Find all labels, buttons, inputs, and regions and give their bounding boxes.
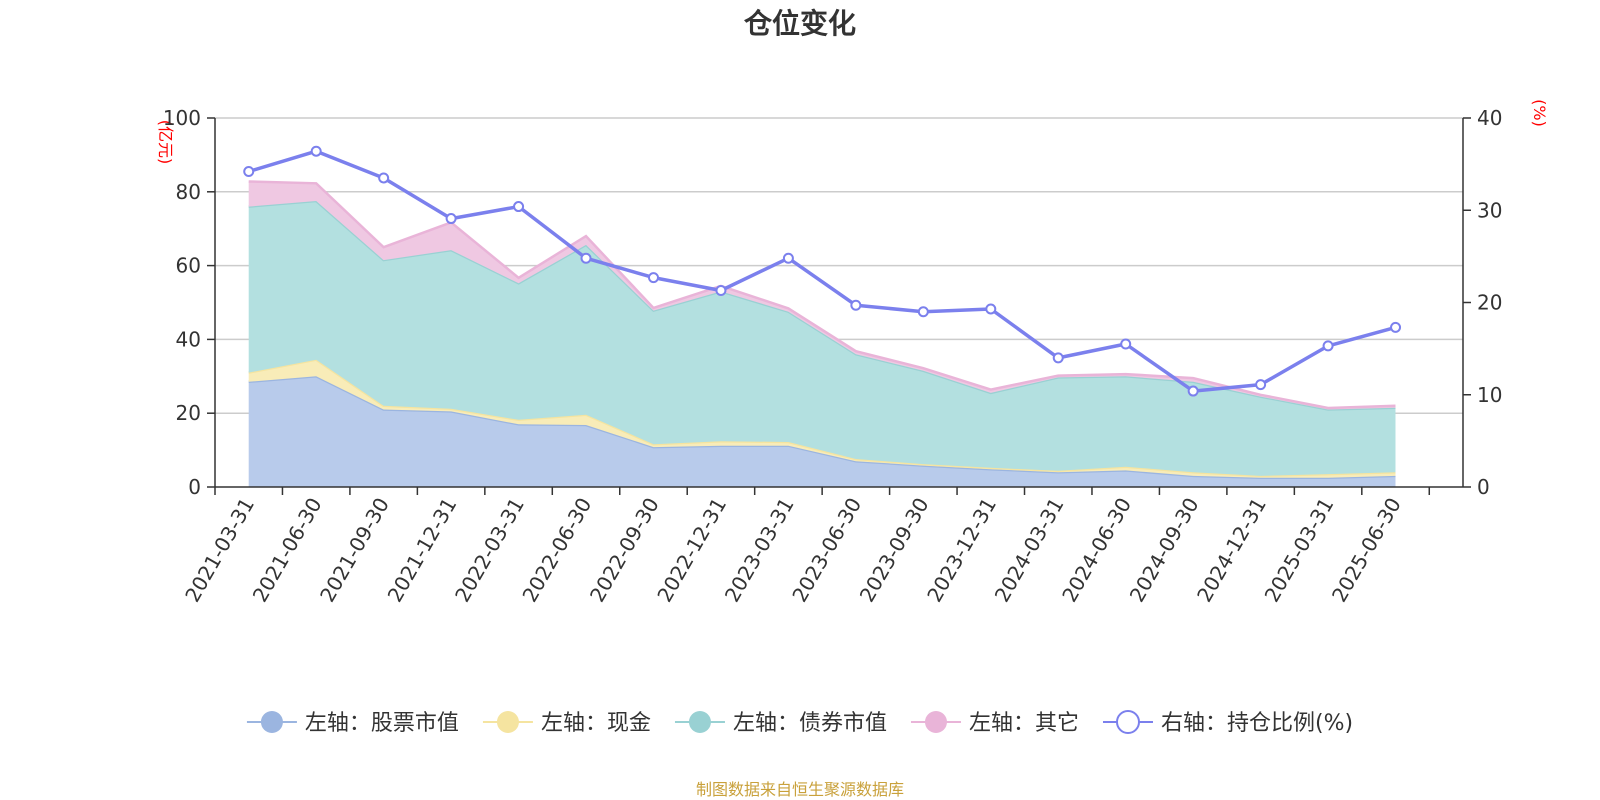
- ratio-point: [513, 201, 525, 213]
- ratio-point: [310, 145, 322, 157]
- legend-marker: [260, 711, 283, 733]
- legend-marker: [496, 711, 519, 733]
- x-tick-label: 2025-06-30: [1327, 494, 1406, 607]
- legend-item[interactable]: 左轴：现金: [482, 711, 651, 736]
- x-tick-label: 2022-09-30: [585, 494, 664, 607]
- x-tick-label: 2024-06-30: [1057, 494, 1136, 607]
- y-left-tick-label: 20: [176, 401, 201, 425]
- ratio-point: [1322, 340, 1334, 352]
- x-tick-label: 2024-03-31: [990, 494, 1069, 607]
- x-tick-label: 2024-09-30: [1125, 494, 1204, 607]
- area-左轴：债券市值: [248, 201, 1396, 476]
- ratio-point: [1052, 352, 1064, 364]
- position-ratio-line: [243, 145, 1402, 397]
- y-left-tick-label: 80: [176, 180, 201, 204]
- x-tick-label: 2021-12-31: [383, 494, 462, 607]
- ratio-point: [782, 252, 794, 264]
- legend-label: 左轴：现金: [541, 711, 651, 736]
- ratio-point: [243, 166, 255, 178]
- ratio-point: [1187, 385, 1199, 397]
- area-edge-左轴：其它: [248, 180, 1396, 410]
- y-right-tick-label: 30: [1477, 198, 1502, 222]
- legend-item[interactable]: 左轴：股票市值: [246, 711, 459, 736]
- ratio-point: [850, 299, 862, 311]
- chart-title: 仓位变化: [744, 7, 856, 40]
- x-tick-label: 2025-03-31: [1260, 494, 1339, 607]
- y-right-tick-label: 40: [1477, 106, 1502, 130]
- ratio-point: [1390, 321, 1402, 333]
- ratio-point: [445, 213, 457, 225]
- ratio-point: [715, 285, 727, 297]
- x-tick-label: 2021-03-31: [180, 494, 259, 607]
- legend-item[interactable]: 左轴：其它: [910, 711, 1079, 736]
- ratio-point: [1120, 338, 1132, 350]
- stacked-areas: [248, 180, 1396, 487]
- ratio-point: [985, 303, 997, 315]
- legend-marker: [924, 711, 947, 733]
- x-tick-label: 2021-09-30: [315, 494, 394, 607]
- legend-label: 左轴：其它: [969, 711, 1079, 736]
- x-tick-label: 2022-06-30: [517, 494, 596, 607]
- y-left-tick-label: 60: [176, 254, 201, 278]
- x-tick-label: 2023-03-31: [720, 494, 799, 607]
- y-left-tick-label: 100: [163, 106, 201, 130]
- ratio-line-path: [248, 149, 1396, 393]
- source-note: 制图数据来自恒生聚源数据库: [696, 780, 904, 799]
- x-tick-label: 2022-03-31: [450, 494, 529, 607]
- x-tick-label: 2022-12-31: [652, 494, 731, 607]
- legend-label: 右轴：持仓比例(%): [1161, 711, 1353, 736]
- x-tick-label: 2023-09-30: [855, 494, 934, 607]
- legend-item[interactable]: 右轴：持仓比例(%): [1102, 710, 1353, 736]
- legend-marker: [688, 711, 711, 733]
- x-tick-label: 2023-12-31: [922, 494, 1001, 607]
- y-right-tick-label: 10: [1477, 383, 1502, 407]
- ratio-point: [647, 272, 659, 284]
- ratio-point: [378, 172, 390, 184]
- y-left-tick-label: 40: [176, 327, 201, 351]
- left-axis-unit: (亿元): [156, 120, 175, 165]
- legend-label: 左轴：债券市值: [733, 711, 887, 736]
- ratio-point: [1255, 379, 1267, 391]
- y-left-tick-label: 0: [188, 475, 201, 499]
- x-tick-label: 2024-12-31: [1192, 494, 1271, 607]
- x-tick-label: 2021-06-30: [248, 494, 327, 607]
- x-tick-label: 2023-06-30: [787, 494, 866, 607]
- legend-label: 左轴：股票市值: [305, 711, 459, 736]
- legend-marker: [1115, 710, 1140, 734]
- legend-item[interactable]: 左轴：债券市值: [674, 711, 887, 736]
- right-axis-unit: (%): [1530, 99, 1549, 127]
- y-right-tick-label: 20: [1477, 291, 1502, 315]
- area-左轴：股票市值: [248, 376, 1396, 487]
- y-right-tick-label: 0: [1477, 475, 1490, 499]
- legend: 左轴：股票市值 左轴：现金 左轴：债券市值 左轴：其它 右轴：持仓比例(%): [246, 710, 1353, 736]
- ratio-point: [580, 252, 592, 264]
- ratio-point: [917, 306, 929, 318]
